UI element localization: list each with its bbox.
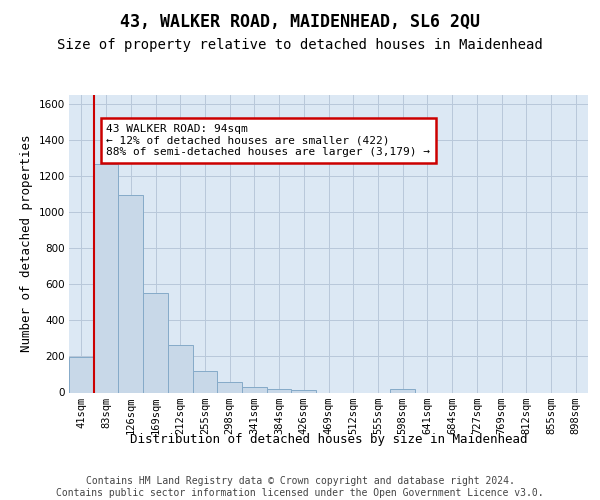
Bar [193, 371, 217, 392]
Bar [242, 386, 267, 392]
Bar [69, 357, 94, 392]
Bar [267, 388, 292, 392]
Bar [118, 194, 143, 392]
Text: Size of property relative to detached houses in Maidenhead: Size of property relative to detached ho… [57, 38, 543, 52]
Text: 43, WALKER ROAD, MAIDENHEAD, SL6 2QU: 43, WALKER ROAD, MAIDENHEAD, SL6 2QU [120, 12, 480, 30]
Bar [390, 389, 415, 392]
Text: Contains HM Land Registry data © Crown copyright and database right 2024.
Contai: Contains HM Land Registry data © Crown c… [56, 476, 544, 498]
Text: 43 WALKER ROAD: 94sqm
← 12% of detached houses are smaller (422)
88% of semi-det: 43 WALKER ROAD: 94sqm ← 12% of detached … [106, 124, 430, 157]
Bar [143, 292, 168, 392]
Y-axis label: Number of detached properties: Number of detached properties [20, 135, 33, 352]
Text: Distribution of detached houses by size in Maidenhead: Distribution of detached houses by size … [130, 432, 527, 446]
Bar [168, 344, 193, 393]
Bar [217, 382, 242, 392]
Bar [292, 390, 316, 392]
Bar [94, 164, 118, 392]
